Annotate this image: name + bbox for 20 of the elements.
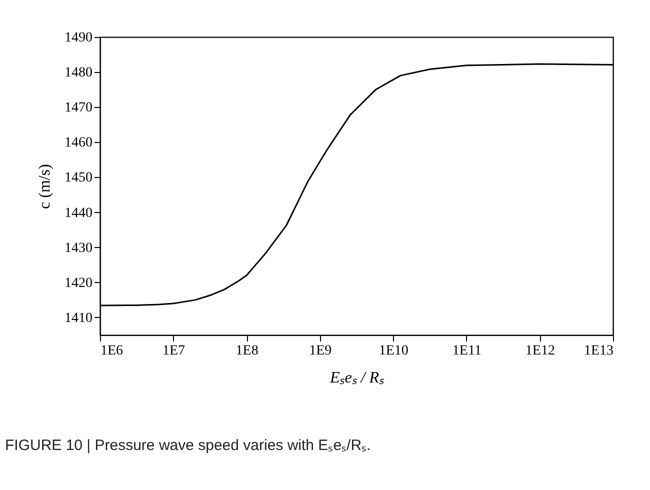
x-tick-label: 1E8 <box>236 344 258 358</box>
y-tick-label: 1410 <box>64 310 92 326</box>
y-tick-label: 1420 <box>64 276 92 291</box>
y-tick-label: 1460 <box>64 136 92 151</box>
y-tick-label: 1490 <box>64 30 92 46</box>
y-tick-label: 1430 <box>64 240 92 256</box>
x-tick-label: 1E6 <box>100 344 124 358</box>
y-tick-label: 1470 <box>64 100 92 116</box>
x-tick-label: 1E11 <box>452 344 482 358</box>
y-axis-title: c (m/s) <box>36 164 54 209</box>
x-tick-label: 1E13 <box>584 344 614 358</box>
x-tick-label: 1E7 <box>162 344 186 358</box>
y-tick-label: 1480 <box>64 66 92 81</box>
x-tick-label: 1E10 <box>378 344 408 358</box>
caption: FIGURE 10 | Pressure wave speed varies with Eₛeₛ/Rₛ. <box>5 437 371 454</box>
y-tick-label: 1440 <box>64 206 92 221</box>
x-axis-title: Eₛeₛ / Rₛ <box>328 370 386 386</box>
x-tick-label: 1E12 <box>525 344 555 358</box>
y-tick-label: 1450 <box>64 170 92 186</box>
x-tick-label: 1E9 <box>309 344 332 358</box>
